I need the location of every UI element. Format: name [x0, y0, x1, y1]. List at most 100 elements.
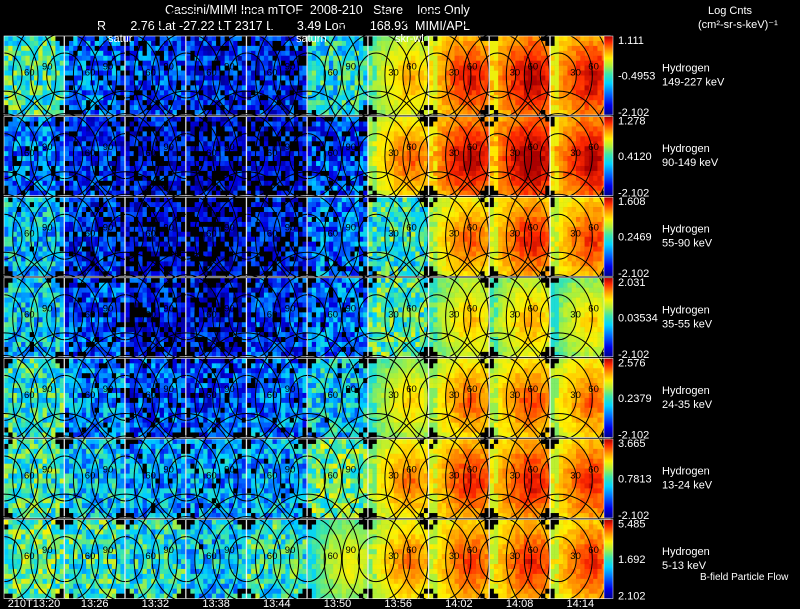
pixel-cell [346, 100, 351, 106]
pixel-cell [398, 60, 403, 66]
pixel-cell [402, 180, 408, 187]
pixel-cell [372, 85, 378, 91]
pixel-cell [320, 80, 325, 86]
pixel-cell [263, 80, 269, 86]
pixel-cell [467, 161, 473, 167]
pixel-cell [46, 216, 52, 223]
pixel-cell [393, 165, 399, 172]
pixel-cell [493, 90, 499, 96]
tile-frame [489, 116, 550, 196]
pixel-cell [311, 185, 317, 191]
pixel-cell [155, 40, 160, 47]
pixel-cell [138, 95, 143, 101]
pixel-cell [402, 36, 408, 42]
pixel-cell [302, 146, 308, 152]
pixel-cell [133, 141, 139, 147]
pixel-cell [484, 95, 490, 101]
pixel-cell [576, 100, 581, 106]
pixel-cell [142, 40, 148, 47]
pixel-cell [216, 116, 221, 122]
pixel-cell [458, 146, 464, 152]
pixel-cell [163, 141, 169, 147]
pixel-cell [59, 110, 65, 116]
pixel-cell [463, 80, 468, 86]
pixel-cell [186, 185, 191, 191]
pixel-cell [545, 131, 550, 137]
pixel-cell [237, 95, 243, 101]
pixel-cell [393, 50, 399, 57]
pixel-cell [545, 70, 550, 76]
pixel-cell [38, 170, 43, 177]
pixel-cell [350, 100, 355, 106]
pixel-cell [406, 156, 412, 162]
pixel-cell [454, 40, 460, 47]
pixel-cell [51, 116, 56, 122]
pixel-cell [59, 65, 65, 71]
pixel-cell [255, 110, 260, 116]
pixel-cell [98, 60, 104, 66]
pixel-cell [454, 161, 460, 167]
pixel-cell [402, 190, 408, 196]
pixel-cell [302, 55, 308, 61]
pixel-cell [68, 40, 74, 47]
pixel-cell [228, 136, 234, 142]
pixel-cell [471, 70, 477, 76]
pixel-cell [77, 226, 83, 233]
pixel-cell [324, 136, 330, 142]
pixel-cell [116, 165, 121, 172]
pixel-cell [576, 36, 581, 42]
pixel-cell [333, 175, 338, 182]
pixel-cell [506, 40, 512, 47]
pixel-cell [558, 65, 564, 71]
pixel-cell [68, 110, 74, 116]
pixel-cell [289, 75, 295, 81]
pixel-cell [198, 116, 204, 122]
pixel-cell [471, 85, 477, 91]
pixel-cell [368, 90, 373, 96]
pixel-cell [450, 70, 455, 76]
pixel-cell [281, 80, 286, 86]
pixel-cell [381, 165, 386, 172]
pixel-cell [536, 45, 542, 52]
pixel-cell [441, 55, 447, 61]
pixel-cell [467, 116, 473, 122]
pixel-cell [224, 121, 230, 127]
pixel-cell [545, 100, 550, 106]
pixel-cell [146, 156, 152, 162]
pixel-cell [46, 100, 52, 106]
pixel-cell [580, 50, 585, 57]
pixel-cell [263, 60, 269, 66]
pixel-cell [567, 175, 573, 182]
pixel-cell [541, 151, 546, 157]
pixel-cell [55, 221, 61, 228]
pixel-cell [107, 70, 113, 76]
pixel-cell [584, 121, 590, 127]
pixel-cell [263, 75, 269, 81]
pixel-cell [120, 141, 125, 147]
pixel-cell [268, 136, 273, 142]
pixel-cell [437, 146, 443, 152]
pixel-cell [103, 202, 108, 208]
pixel-cell [276, 100, 282, 106]
pixel-cell [437, 161, 443, 167]
pixel-cell [133, 156, 139, 162]
pixel-cell [146, 180, 152, 187]
pixel-cell [21, 80, 26, 86]
pixel-cell [168, 126, 173, 132]
pixel-cell [168, 55, 173, 61]
pixel-cell [59, 190, 65, 196]
pixel-cell [458, 170, 464, 177]
pixel-cell [255, 175, 260, 182]
pixel-cell [228, 95, 234, 101]
pixel-cell [186, 180, 191, 187]
pixel-cell [502, 175, 508, 182]
pixel-cell [46, 226, 52, 233]
pixel-cell [146, 116, 152, 122]
pixel-cell [146, 80, 152, 86]
pixel-cell [498, 151, 503, 157]
pixel-cell [354, 151, 360, 157]
pixel-cell [241, 80, 247, 86]
pixel-cell [363, 85, 368, 91]
pixel-cell [268, 105, 273, 111]
pixel-cell [181, 75, 186, 81]
